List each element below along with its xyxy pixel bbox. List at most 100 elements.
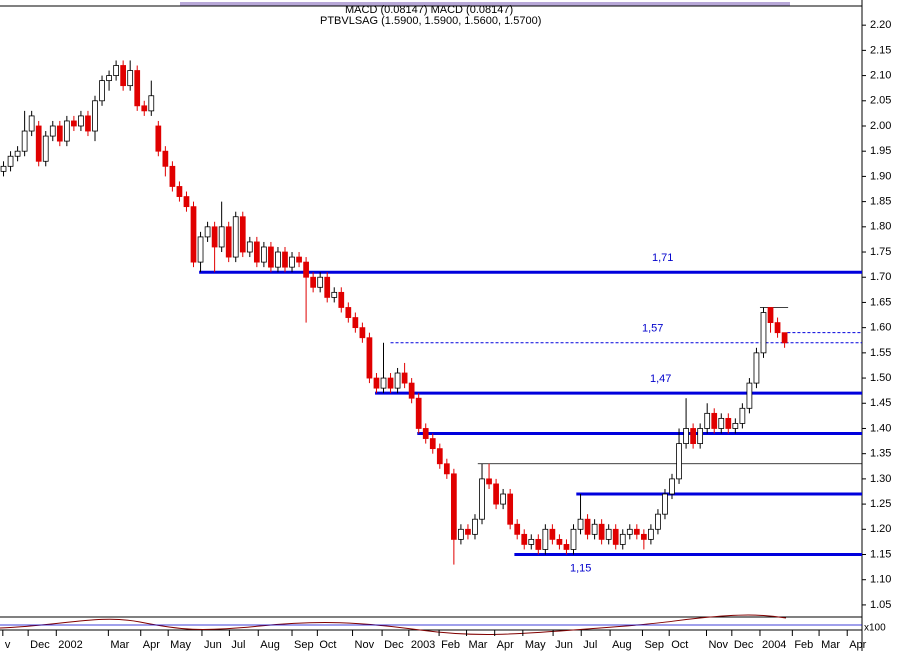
candle-body (612, 528, 619, 545)
x-tick-label: Apr (143, 639, 160, 651)
level-label: 1,15 (570, 562, 591, 574)
candle-body (746, 382, 753, 409)
x-tick-label: Sep (294, 639, 314, 651)
candle-body (85, 115, 91, 132)
candle-body (781, 332, 788, 344)
candle-body (535, 538, 542, 550)
y-tick-label: 1.70 (870, 271, 891, 283)
candle-body (570, 528, 577, 550)
candle-body (584, 518, 591, 535)
candle-body (472, 518, 478, 535)
candle-body (619, 533, 626, 545)
candle-body (521, 533, 528, 545)
y-tick-label: 1.65 (870, 296, 891, 308)
y-tick-label: 1.10 (870, 574, 891, 586)
x-tick-label: Mar (469, 639, 488, 651)
candle-body (563, 544, 570, 550)
indicator-line (0, 614, 787, 635)
y-tick-label: 2.05 (870, 95, 891, 107)
candle-body (197, 236, 204, 263)
candle-body (204, 226, 211, 238)
x-tick-label: Nov (355, 639, 375, 651)
candle-body (35, 125, 42, 162)
candle-body (275, 251, 281, 268)
candle-body (669, 478, 675, 495)
candle-body (465, 528, 471, 535)
candle-body (289, 256, 295, 268)
candle-body (549, 528, 556, 540)
y-tick-label: 1.90 (870, 170, 891, 182)
candle-body (14, 150, 21, 157)
candle-body (49, 125, 56, 137)
x-tick-label: May (170, 639, 191, 651)
candle-body (56, 125, 63, 142)
candle-body (268, 246, 274, 268)
x-tick-label: Apr (497, 639, 514, 651)
candle-body (711, 412, 718, 429)
candle-body (507, 493, 514, 525)
y-tick-label: 1.05 (870, 599, 891, 611)
candle-body (704, 412, 711, 429)
candle-body (21, 130, 28, 152)
indicator-scale-label: x100 (864, 623, 886, 634)
y-tick-label: 1.15 (870, 548, 891, 560)
candle-body (514, 523, 521, 535)
x-tick-label: Jun (555, 639, 573, 651)
candle-body (732, 423, 739, 429)
candle-body (246, 241, 253, 253)
candle-body (155, 125, 162, 152)
candle-body (239, 216, 246, 253)
x-tick-label: Mar (110, 639, 129, 651)
candle-body (451, 473, 457, 540)
candle-body (324, 276, 331, 298)
y-tick-label: 1.35 (870, 448, 891, 460)
candle-body (176, 186, 183, 197)
candle-body (261, 246, 267, 263)
y-tick-label: 1.55 (870, 347, 891, 359)
y-tick-label: 1.45 (870, 397, 891, 409)
x-tick-label: 2004 (762, 639, 786, 651)
x-tick-label: Sep (644, 639, 664, 651)
x-tick-label: 2002 (58, 639, 82, 651)
y-tick-label: 1.40 (870, 422, 891, 434)
candle-body (486, 478, 492, 485)
candle-body (401, 372, 408, 384)
candle-body (774, 322, 781, 334)
x-tick-label: May (525, 639, 546, 651)
candle-body (662, 493, 668, 515)
candle-body (106, 75, 112, 82)
candle-body (528, 538, 535, 545)
x-tick-label: Aug (260, 639, 280, 651)
y-tick-label: 1.75 (870, 246, 891, 258)
candle-body (683, 428, 689, 444)
header-text: MACD (0.08147) MACD (0.08147) (345, 4, 513, 16)
candle-body (42, 135, 49, 162)
candle-body (415, 397, 422, 429)
candle-body (63, 120, 70, 142)
candle-body (78, 115, 84, 127)
x-tick-label: v (5, 639, 11, 651)
candle-body (436, 448, 443, 465)
candle-body (753, 352, 760, 384)
candle-body (211, 226, 218, 248)
candle-body (429, 438, 436, 450)
candle-body (303, 261, 309, 278)
y-tick-label: 2.10 (870, 69, 891, 81)
level-label: 1,47 (650, 373, 671, 385)
candle-body (148, 95, 155, 112)
candle-body (338, 291, 345, 308)
candle-body (493, 483, 499, 505)
candle-body (655, 513, 661, 530)
candle-body (373, 377, 380, 389)
candle-body (0, 165, 7, 172)
y-tick-label: 1.60 (870, 322, 891, 334)
x-tick-label: Apr (849, 639, 866, 651)
candle-body (183, 196, 190, 208)
candle-body (690, 428, 696, 444)
candle-body (253, 241, 260, 263)
candle-body (718, 417, 725, 429)
candle-body (359, 327, 366, 339)
candle-body (232, 216, 239, 258)
candle-body (366, 337, 373, 379)
candle-body (458, 528, 464, 540)
